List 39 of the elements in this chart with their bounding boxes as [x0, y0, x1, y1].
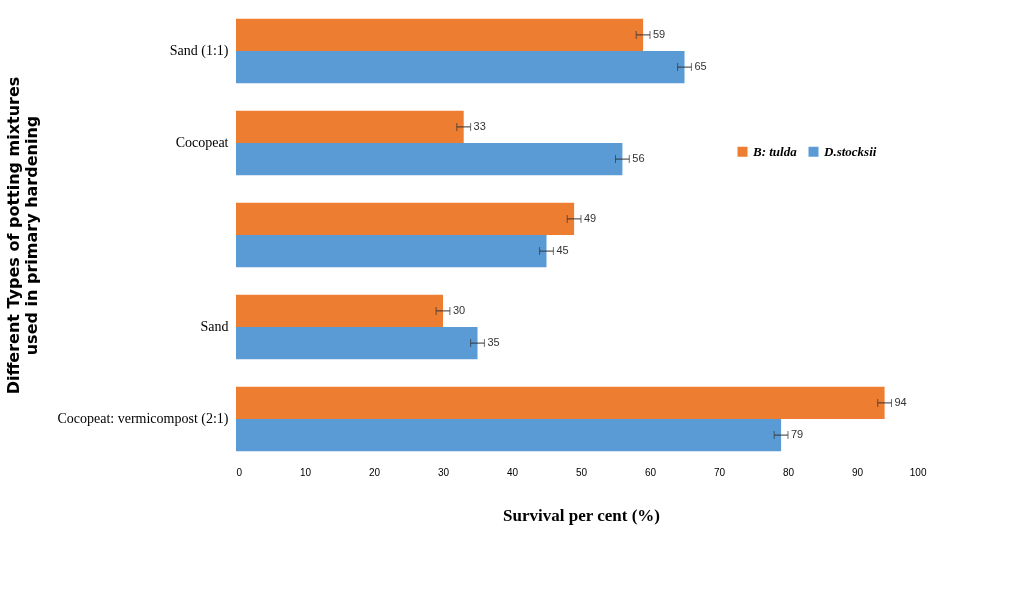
legend-label: B: tulda — [752, 143, 798, 159]
data-label: 49 — [584, 211, 597, 224]
bar — [236, 202, 575, 235]
data-label: 33 — [473, 119, 486, 132]
x-tick-label: 0 — [236, 466, 243, 478]
data-label: 35 — [487, 336, 500, 349]
data-label: 94 — [894, 395, 907, 408]
bar — [236, 235, 547, 268]
x-tick-label: 50 — [575, 466, 588, 478]
x-tick-label: 40 — [506, 466, 519, 478]
data-label: 65 — [694, 60, 707, 73]
y-axis-title: Different Types of potting mixtures used in primary hardening — [3, 76, 41, 395]
bar — [236, 419, 782, 452]
x-tick-label: 20 — [368, 466, 381, 478]
x-tick-label: 80 — [782, 466, 795, 478]
x-tick-label: 30 — [437, 466, 450, 478]
bar — [236, 327, 478, 360]
x-tick-label: 10 — [299, 466, 312, 478]
data-label: 79 — [791, 428, 804, 441]
bar — [236, 386, 885, 419]
bar — [236, 294, 443, 327]
y-tick-label: Sand (1:1) — [169, 43, 229, 59]
bar — [236, 110, 464, 143]
y-tick-label: Cocopeat — [175, 135, 229, 150]
y-tick-label: Sand — [200, 319, 229, 334]
data-label: 45 — [556, 244, 569, 257]
x-tick-label: 100 — [909, 466, 927, 478]
data-label: 30 — [452, 303, 466, 316]
x-tick-label: 90 — [851, 466, 864, 478]
x-tick-label: 60 — [644, 466, 657, 478]
x-axis-title: Survival per cent (%) — [503, 505, 660, 525]
bar — [236, 143, 623, 176]
data-label: 56 — [632, 152, 645, 165]
bar — [236, 18, 644, 51]
y-tick-label: Cocopeat: vermicompost (2:1) — [57, 411, 229, 427]
legend-label: D.stocksii — [823, 143, 877, 159]
x-tick-label: 70 — [713, 466, 726, 478]
data-label: 59 — [653, 27, 666, 40]
bar — [236, 51, 685, 84]
